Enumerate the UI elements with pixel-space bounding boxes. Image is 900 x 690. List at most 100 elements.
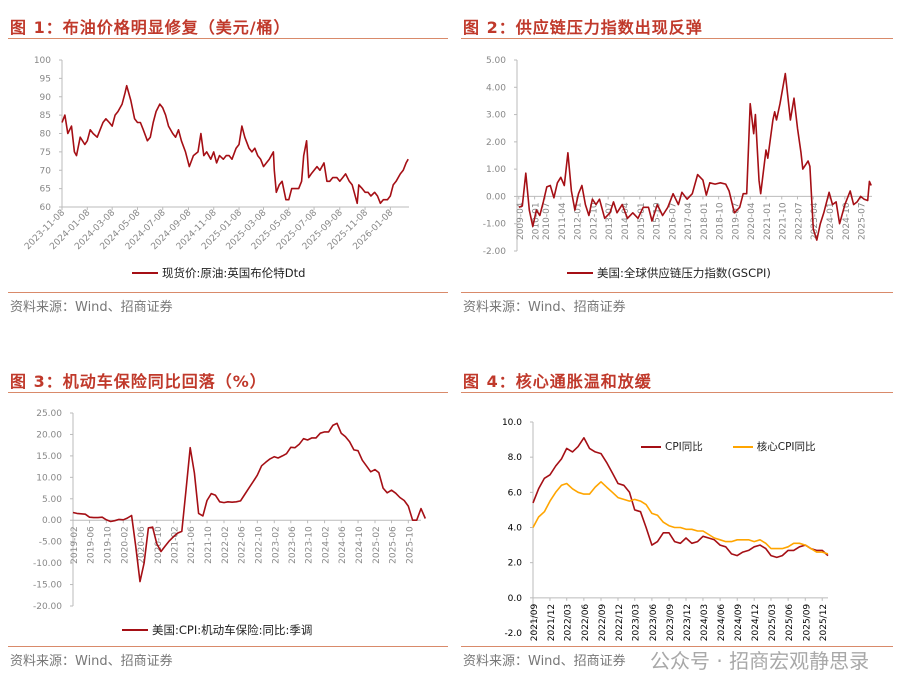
x-tick-label: 2010-01 xyxy=(532,202,542,240)
chart-2-title: 图 2：供应链压力指数出现反弹 xyxy=(463,18,703,37)
x-tick-label: 2025/06 xyxy=(785,604,795,642)
y-tick-label: 2.00 xyxy=(486,138,506,148)
x-tick-label: 2024/03 xyxy=(700,604,710,641)
x-tick-label: 2019-02 xyxy=(70,526,80,564)
legend-label: 美国:CPI:机动车保险:同比:季调 xyxy=(152,623,313,637)
x-tick-label: 2024/06 xyxy=(717,604,727,642)
series-line-1 xyxy=(61,84,409,205)
x-tick-label: 2020-10 xyxy=(154,526,164,564)
x-tick-label: 2020-06 xyxy=(137,526,147,564)
x-tick-label: 2020-04 xyxy=(747,202,757,240)
y-tick-label: 100 xyxy=(34,56,51,66)
legend-swatch xyxy=(132,272,158,274)
legend-swatch xyxy=(641,445,661,448)
x-tick-label: 2025/09 xyxy=(802,604,812,642)
x-tick-label: 2017-04 xyxy=(684,202,694,240)
x-tick-label: 2025/03 xyxy=(768,604,778,641)
y-tick-label: -20.00 xyxy=(33,602,62,612)
x-tick-label: 2011-04 xyxy=(558,202,568,240)
y-tick-label: 1.00 xyxy=(486,165,506,175)
y-tick-label: 80 xyxy=(40,130,52,140)
y-tick-label: 15.00 xyxy=(36,452,62,462)
chart-4-legend: CPI同比 核心CPI同比 xyxy=(641,439,816,454)
series-line-1 xyxy=(518,72,872,241)
x-tick-label: 2009-04 xyxy=(516,202,526,240)
legend-label: CPI同比 xyxy=(665,441,703,453)
chart-4-title: 图 4：核心通胀温和放缓 xyxy=(463,372,652,391)
chart-2: -2.00 -1.00 0.00 1.00 2.00 3.00 4.00 5.00 2009-0… xyxy=(483,56,872,257)
x-tick-label: 2022/12 xyxy=(615,604,625,641)
chart-3-legend: 美国:CPI:机动车保险:同比:季调 xyxy=(122,622,312,638)
divider xyxy=(461,292,893,293)
series-line-1 xyxy=(72,422,427,583)
y-tick-label: -2.00 xyxy=(483,247,507,257)
x-tick-label: 2024-01 xyxy=(826,202,836,240)
chart-1: 60657075808590951002023-11-082024-01-082… xyxy=(23,56,409,252)
x-tick-label: 2023-06 xyxy=(288,526,298,564)
chart-4-source: 资料来源：Wind、招商证券 xyxy=(463,654,626,669)
chart-4: -2.0 0.0 2.0 4.0 6.0 8.0 10.0 2021/09 2021/12 202… xyxy=(502,418,829,641)
x-tick-label: 2021-02 xyxy=(171,526,181,564)
y-tick-label: -15.00 xyxy=(33,581,62,591)
x-tick-label: 2018-01 xyxy=(700,202,710,240)
x-tick-label: 2023-10 xyxy=(305,526,315,564)
x-tick-label: 2019-10 xyxy=(103,526,113,564)
x-tick-label: 2024-10 xyxy=(842,202,852,240)
y-tick-label: 4.0 xyxy=(508,524,523,534)
x-tick-label: 2022-10 xyxy=(254,526,264,564)
chart-2-legend: 美国:全球供应链压力指数(GSCPI) xyxy=(567,265,771,281)
chart-2-source: 资料来源：Wind、招商证券 xyxy=(463,300,626,315)
x-tick-label: 2021-10 xyxy=(204,526,214,564)
x-tick-label: 2013-07 xyxy=(605,202,615,240)
watermark: 公众号 · 招商宏观静思录 xyxy=(650,649,870,673)
x-tick-label: 2024-06 xyxy=(338,526,348,564)
x-tick-label: 2019-06 xyxy=(87,526,97,564)
chart-3-source: 资料来源：Wind、招商证券 xyxy=(10,654,173,669)
divider xyxy=(461,646,893,647)
x-tick-label: 2025-06 xyxy=(389,526,399,564)
x-tick-label: 2025/12 xyxy=(819,604,829,641)
legend-label: 现货价:原油:英国布伦特Dtd xyxy=(162,266,306,280)
legend-swatch xyxy=(122,629,148,631)
x-tick-label: 2023-02 xyxy=(271,526,281,564)
y-tick-label: 85 xyxy=(40,111,51,121)
x-tick-label: 2024-10 xyxy=(355,526,365,564)
x-tick-label: 2022-07 xyxy=(794,202,804,240)
divider xyxy=(8,292,448,293)
legend-label: 核心CPI同比 xyxy=(756,441,816,453)
chart-3: -20.00 -15.00 -10.00 -5.00 0.00 5.00 10.00 15.0… xyxy=(33,409,427,612)
x-tick-label: 2019-07 xyxy=(731,202,741,240)
divider xyxy=(8,392,448,393)
x-tick-label: 2023/06 xyxy=(649,604,659,642)
divider xyxy=(461,392,893,393)
y-tick-label: 4.00 xyxy=(486,83,506,93)
legend-label: 美国:全球供应链压力指数(GSCPI) xyxy=(597,266,771,280)
series-line-1 xyxy=(532,436,829,559)
y-tick-label: 60 xyxy=(40,203,52,213)
x-tick-label: 2022/03 xyxy=(564,604,574,641)
x-tick-label: 2015-10 xyxy=(653,202,663,240)
y-tick-label: 2.0 xyxy=(508,559,523,569)
x-tick-label: 2023/03 xyxy=(632,604,642,641)
y-tick-label: 10.00 xyxy=(36,473,62,483)
chart-1-title: 图 1：布油价格明显修复（美元/桶） xyxy=(10,18,291,37)
x-tick-label: 2022/09 xyxy=(598,604,608,642)
y-tick-label: 6.0 xyxy=(508,488,523,498)
x-tick-label: 2023-04 xyxy=(810,202,820,240)
x-tick-label: 2014-04 xyxy=(621,202,631,240)
divider xyxy=(461,38,893,39)
x-tick-label: 2010-07 xyxy=(542,202,552,240)
chart-3-title: 图 3：机动车保险同比回落（%） xyxy=(10,372,267,391)
x-tick-label: 2020-02 xyxy=(120,526,130,564)
x-tick-label: 2024/12 xyxy=(751,604,761,641)
x-tick-label: 2023/09 xyxy=(666,604,676,642)
x-tick-label: 2025-02 xyxy=(372,526,382,564)
chart-1-legend: 现货价:原油:英国布伦特Dtd xyxy=(132,265,305,281)
y-tick-label: 0.0 xyxy=(508,594,523,604)
y-tick-label: -1.00 xyxy=(483,220,507,230)
x-tick-label: 2022-06 xyxy=(238,526,248,564)
x-tick-label: 2016-07 xyxy=(668,202,678,240)
y-tick-label: 65 xyxy=(40,185,51,195)
y-tick-label: 5.00 xyxy=(42,495,62,505)
